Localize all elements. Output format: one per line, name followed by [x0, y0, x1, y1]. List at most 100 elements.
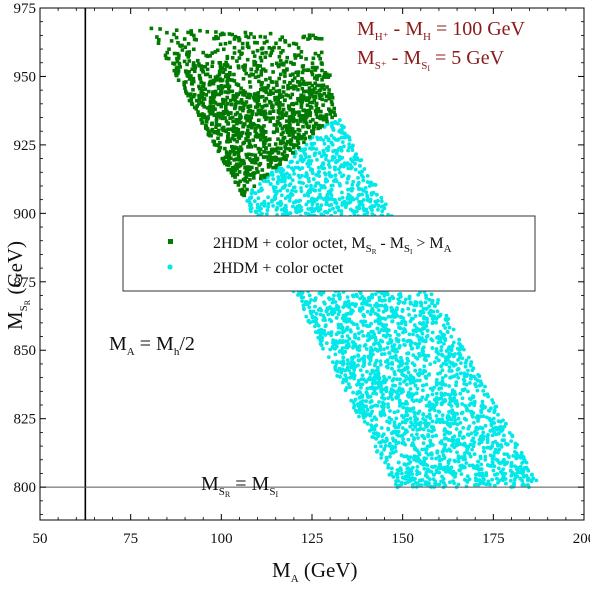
data-point-cyan — [386, 341, 390, 346]
data-point-green — [190, 79, 194, 83]
data-point-cyan — [429, 425, 434, 429]
data-point-green — [289, 138, 294, 142]
data-point-cyan — [420, 347, 425, 351]
data-point-cyan — [456, 454, 461, 458]
data-point-cyan — [497, 478, 502, 483]
data-point-green — [311, 127, 316, 131]
data-point-cyan — [436, 358, 441, 363]
data-point-cyan — [489, 464, 493, 468]
data-point-cyan — [349, 187, 353, 191]
data-point-cyan — [434, 317, 439, 321]
data-point-cyan — [447, 345, 451, 350]
data-point-green — [202, 97, 207, 101]
data-point-green — [201, 103, 205, 107]
data-point-green — [232, 158, 236, 162]
data-point-cyan — [398, 344, 402, 348]
data-point-cyan — [440, 450, 445, 454]
data-point-cyan — [367, 295, 371, 300]
data-point-green — [296, 80, 300, 84]
data-point-green — [266, 165, 271, 169]
data-point-cyan — [354, 292, 359, 297]
data-point-cyan — [309, 298, 313, 302]
data-point-green — [184, 70, 189, 75]
data-point-green — [296, 46, 301, 50]
data-point-cyan — [377, 330, 382, 335]
data-point-cyan — [370, 204, 375, 208]
data-point-green — [307, 124, 311, 129]
data-point-green — [231, 93, 236, 98]
data-point-green — [291, 108, 296, 112]
data-point-green — [268, 110, 272, 114]
data-point-green — [266, 157, 270, 162]
data-point-green — [253, 98, 258, 103]
data-point-green — [257, 150, 262, 154]
data-point-cyan — [381, 409, 386, 414]
data-point-cyan — [350, 183, 355, 187]
data-point-cyan — [390, 366, 394, 371]
data-point-green — [286, 83, 290, 88]
data-point-cyan — [356, 176, 360, 180]
data-point-cyan — [420, 349, 425, 354]
data-point-green — [241, 89, 246, 93]
data-point-green — [302, 90, 306, 94]
data-point-cyan — [482, 392, 487, 397]
data-point-cyan — [359, 385, 363, 390]
data-point-cyan — [440, 352, 444, 357]
data-point-green — [258, 34, 263, 39]
data-point-green — [260, 94, 265, 99]
data-point-green — [256, 98, 261, 102]
data-point-green — [288, 148, 293, 152]
data-point-cyan — [375, 326, 380, 331]
data-point-green — [235, 172, 240, 177]
data-point-cyan — [397, 364, 401, 369]
data-point-cyan — [248, 203, 252, 208]
data-point-green — [230, 78, 234, 82]
data-point-cyan — [469, 361, 473, 366]
data-point-green — [214, 122, 219, 126]
data-point-green — [294, 42, 299, 46]
data-point-green — [242, 184, 247, 188]
data-point-green — [316, 126, 320, 131]
data-point-cyan — [526, 478, 530, 483]
data-point-green — [182, 37, 187, 41]
data-point-cyan — [466, 368, 470, 373]
data-point-cyan — [462, 371, 467, 376]
data-point-cyan — [318, 312, 323, 317]
data-point-cyan — [442, 432, 447, 437]
data-point-cyan — [450, 435, 455, 440]
data-point-green — [329, 100, 334, 104]
data-point-cyan — [363, 410, 367, 415]
data-point-green — [300, 70, 305, 75]
data-point-cyan — [478, 454, 483, 459]
data-point-green — [189, 74, 193, 78]
data-point-cyan — [345, 196, 350, 201]
data-point-cyan — [344, 378, 349, 383]
data-point-green — [231, 149, 235, 153]
data-point-cyan — [520, 483, 525, 488]
data-point-cyan — [341, 355, 346, 360]
data-point-cyan — [396, 460, 401, 465]
data-point-cyan — [404, 374, 408, 379]
data-point-cyan — [446, 422, 451, 427]
data-point-cyan — [396, 440, 401, 445]
data-point-green — [316, 107, 321, 111]
data-point-cyan — [390, 319, 395, 324]
data-point-cyan — [342, 144, 346, 149]
data-point-cyan — [331, 360, 335, 364]
data-point-green — [288, 95, 293, 100]
data-point-cyan — [393, 383, 397, 388]
data-point-cyan — [338, 374, 342, 379]
data-point-cyan — [353, 332, 357, 337]
data-point-cyan — [412, 457, 417, 462]
data-point-green — [260, 104, 264, 109]
data-point-cyan — [481, 476, 486, 480]
data-point-cyan — [321, 161, 326, 166]
data-point-green — [273, 148, 278, 153]
data-point-cyan — [490, 460, 495, 465]
data-point-cyan — [434, 349, 439, 354]
data-point-cyan — [443, 374, 448, 378]
data-point-cyan — [340, 155, 345, 160]
data-point-green — [213, 101, 218, 105]
data-point-cyan — [396, 321, 401, 326]
data-point-cyan — [417, 471, 422, 475]
